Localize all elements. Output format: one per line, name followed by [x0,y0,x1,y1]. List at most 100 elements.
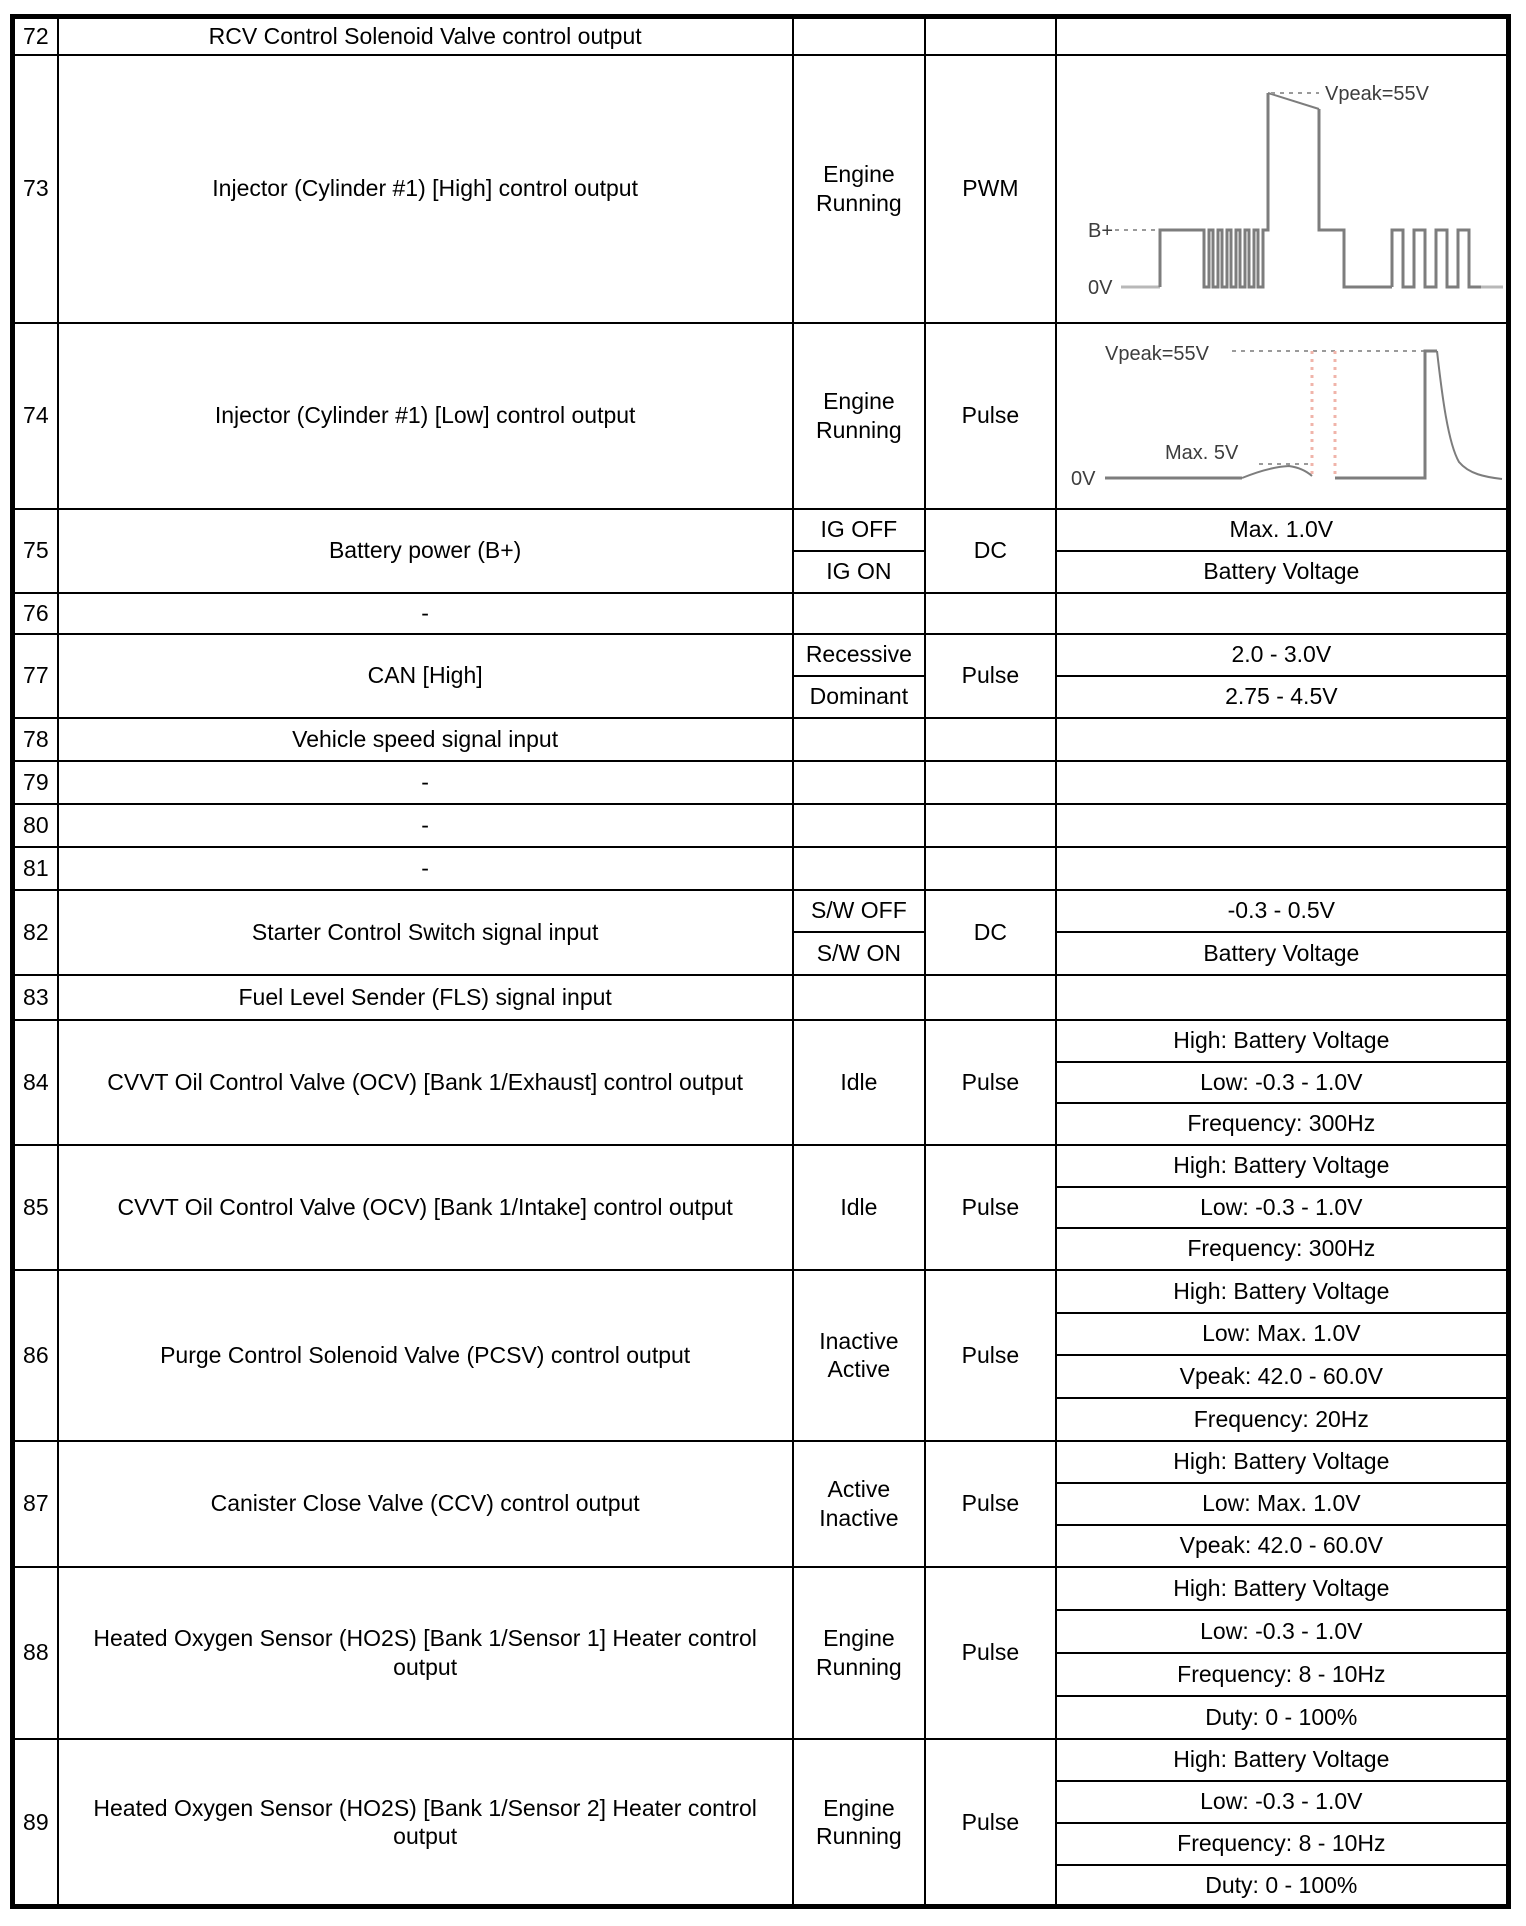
condition-cell: IG ON [791,549,927,594]
condition-cell [791,591,927,635]
pin-cell: 75 [11,507,59,594]
value-cell: Frequency: 300Hz [1054,1101,1510,1146]
value-cell: Frequency: 300Hz [1054,1226,1510,1271]
table-row: 78 Vehicle speed signal input [11,716,1510,762]
type-cell [924,591,1057,635]
table-row: Dominant 2.75 - 4.5V [13,674,1510,719]
waveform-label-max: Max. 5V [1165,442,1239,464]
pin-cell: 77 [11,632,59,719]
condition-cell: Engine Running [791,53,927,324]
value-cell: Vpeak: 42.0 - 60.0V [1054,1523,1510,1568]
condition-state: Inactive [819,1504,899,1531]
value-cell: Vpeak: 42.0 - 60.0V [1054,1353,1510,1399]
value-cell: Frequency: 20Hz [1054,1396,1510,1442]
pin-cell: 87 [11,1439,59,1568]
pin-cell: 73 [11,53,59,324]
table-row: Low: Max. 1.0V [13,1481,1510,1526]
description-cell: CVVT Oil Control Valve (OCV) [Bank 1/Int… [56,1143,794,1271]
pin-spec-table: 72 RCV Control Solenoid Valve control ou… [10,14,1511,1909]
value-cell: Frequency: 8 - 10Hz [1054,1821,1510,1866]
type-cell [924,973,1057,1021]
table-row: 83 Fuel Level Sender (FLS) signal input [11,973,1510,1021]
value-cell [1054,802,1510,848]
description-cell: Battery power (B+) [56,507,794,594]
condition-state: Inactive [819,1327,899,1354]
pin-cell: 76 [11,591,59,635]
condition-cell [791,759,927,805]
value-cell [1054,759,1510,805]
waveform-pwm: Vpeak=55V B+ 0V [1088,83,1503,299]
type-cell: PWM [924,53,1057,324]
value-cell [1054,591,1510,635]
description-cell: CVVT Oil Control Valve (OCV) [Bank 1/Exh… [56,1018,794,1146]
table-row: Duty: 0 - 100% [13,1694,1510,1740]
value-cell: Battery Voltage [1054,930,1510,976]
condition-state: Active [827,1476,891,1503]
type-cell [924,15,1057,56]
pin-cell: 74 [11,321,59,510]
value-cell: Max. 1.0V [1054,507,1510,552]
pin-cell: 79 [11,759,59,805]
table-row: Low: -0.3 - 1.0V [13,1185,1510,1229]
value-cell: Low: Max. 1.0V [1054,1481,1510,1526]
type-cell: Pulse [924,1268,1057,1442]
value-cell: Low: -0.3 - 1.0V [1054,1185,1510,1229]
waveform-label-vpeak: Vpeak=55V [1325,83,1430,105]
table-row: Frequency: 300Hz [13,1101,1510,1146]
type-cell: Pulse [924,1018,1057,1146]
condition-cell [791,802,927,848]
condition-cell: Engine Running [791,321,927,510]
waveform-label-zero: 0V [1071,468,1096,490]
condition-cell: Idle [791,1143,927,1271]
waveform-pulse: Vpeak=55V Max. 5V 0V [1071,343,1502,490]
description-cell: Injector (Cylinder #1) [High] control ou… [56,53,794,324]
value-cell: Battery Voltage [1054,549,1510,594]
type-cell: DC [924,888,1057,976]
table-row: 74 Injector (Cylinder #1) [Low] control … [11,321,1510,510]
value-cell: Vpeak=55V Max. 5V 0V [1054,321,1510,510]
table-row: 85 CVVT Oil Control Valve (OCV) [Bank 1/… [11,1143,1510,1271]
table-row: 80 - [11,802,1510,848]
value-cell: High: Battery Voltage [1054,1737,1510,1782]
value-cell: High: Battery Voltage [1054,1018,1510,1063]
pin-cell: 89 [11,1737,59,1908]
table-row: 89 Heated Oxygen Sensor (HO2S) [Bank 1/S… [11,1737,1510,1908]
table-row: 79 - [11,759,1510,805]
waveform-label-zero: 0V [1088,277,1113,299]
condition-cell: S/W OFF [791,888,927,933]
table-row: 77 CAN [High] Recessive Pulse 2.0 - 3.0V [11,632,1510,719]
type-cell: Pulse [924,321,1057,510]
value-cell: Duty: 0 - 100% [1054,1863,1510,1908]
table-row: Vpeak: 42.0 - 60.0V [13,1353,1510,1399]
description-cell: - [56,802,794,848]
value-cell: 2.75 - 4.5V [1054,674,1510,719]
table-row: Frequency: 20Hz [13,1396,1510,1442]
value-cell: Frequency: 8 - 10Hz [1054,1651,1510,1697]
description-cell: - [56,845,794,891]
condition-cell [791,845,927,891]
type-cell: Pulse [924,1143,1057,1271]
description-cell: Injector (Cylinder #1) [Low] control out… [56,321,794,510]
table-row: Frequency: 300Hz [13,1226,1510,1271]
table-row: Frequency: 8 - 10Hz [13,1651,1510,1697]
table-row: 87 Canister Close Valve (CCV) control ou… [11,1439,1510,1568]
condition-cell: Dominant [791,674,927,719]
table-row: 81 - [11,845,1510,891]
condition-cell: Engine Running [791,1565,927,1740]
type-cell: Pulse [924,1737,1057,1908]
value-cell: Low: Max. 1.0V [1054,1311,1510,1356]
type-cell [924,845,1057,891]
pin-cell: 83 [11,973,59,1021]
table-row: Duty: 0 - 100% [13,1863,1510,1908]
description-cell: Heated Oxygen Sensor (HO2S) [Bank 1/Sens… [56,1737,794,1908]
table-row: 88 Heated Oxygen Sensor (HO2S) [Bank 1/S… [11,1565,1510,1740]
table-row: 76 - [11,591,1510,635]
value-cell: High: Battery Voltage [1054,1143,1510,1188]
pin-cell: 82 [11,888,59,976]
value-cell: Vpeak=55V B+ 0V [1054,53,1510,324]
pin-cell: 86 [11,1268,59,1442]
waveform-label-vpeak: Vpeak=55V [1105,343,1210,365]
type-cell [924,759,1057,805]
value-cell [1054,15,1510,56]
